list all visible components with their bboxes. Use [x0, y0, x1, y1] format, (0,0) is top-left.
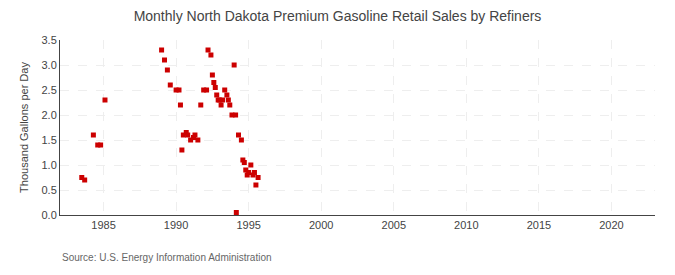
svg-text:Thousand Gallons per Day: Thousand Gallons per Day: [18, 62, 30, 193]
svg-text:Monthly North Dakota Premium G: Monthly North Dakota Premium Gasoline Re…: [134, 8, 542, 24]
svg-text:0.5: 0.5: [42, 184, 57, 196]
svg-text:1990: 1990: [164, 219, 188, 231]
svg-text:1985: 1985: [91, 219, 115, 231]
svg-text:2010: 2010: [454, 219, 478, 231]
svg-text:3.0: 3.0: [42, 59, 57, 71]
svg-text:Source: U.S. Energy Informatio: Source: U.S. Energy Information Administ…: [62, 252, 272, 263]
svg-text:2.5: 2.5: [42, 84, 57, 96]
svg-text:2015: 2015: [527, 219, 551, 231]
svg-text:3.5: 3.5: [42, 34, 57, 46]
svg-text:1995: 1995: [236, 219, 260, 231]
svg-text:2005: 2005: [382, 219, 406, 231]
svg-text:2.0: 2.0: [42, 109, 57, 121]
svg-text:1.0: 1.0: [42, 159, 57, 171]
svg-text:2000: 2000: [309, 219, 333, 231]
svg-text:1.5: 1.5: [42, 134, 57, 146]
svg-text:0.0: 0.0: [42, 209, 57, 221]
svg-text:2020: 2020: [599, 219, 623, 231]
